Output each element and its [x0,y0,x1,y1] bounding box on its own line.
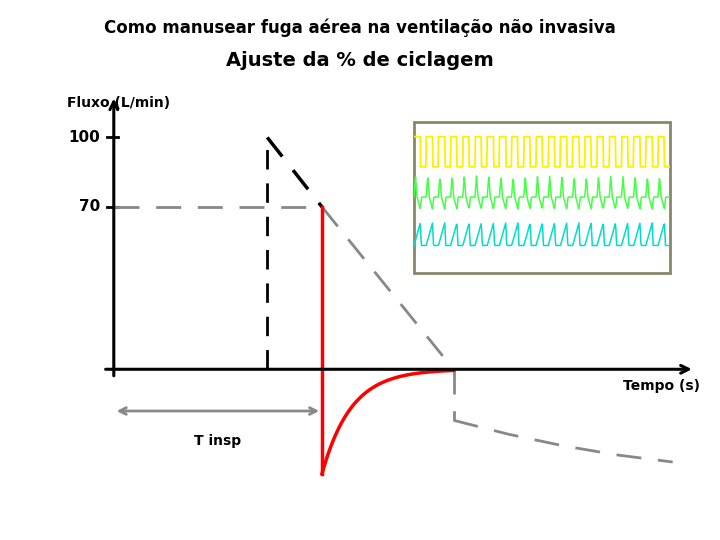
Text: Fluxo (L/min): Fluxo (L/min) [67,96,171,110]
Text: Como manusear fuga aérea na ventilação não invasiva: Como manusear fuga aérea na ventilação n… [104,19,616,37]
Text: Tempo (s): Tempo (s) [623,379,700,393]
Text: Ajuste da % de ciclagem: Ajuste da % de ciclagem [226,51,494,70]
Text: 70: 70 [79,199,100,214]
Text: T insp: T insp [194,434,241,448]
Text: 100: 100 [68,130,100,145]
